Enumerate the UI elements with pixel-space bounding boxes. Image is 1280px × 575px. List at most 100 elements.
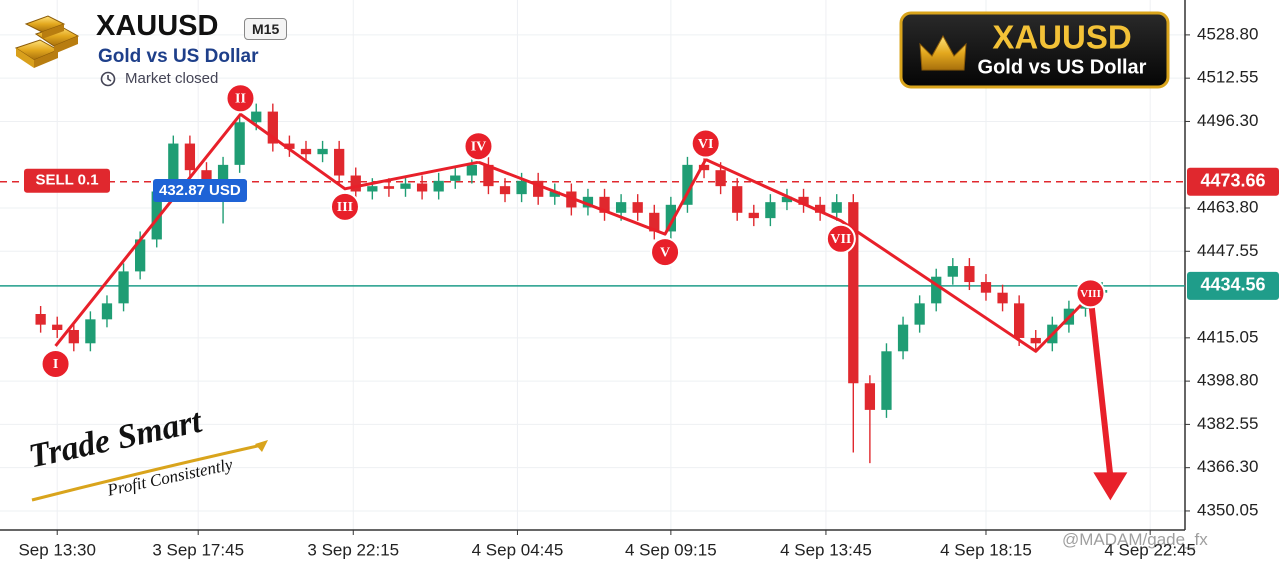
y-tick-label: 4512.55 <box>1197 68 1258 87</box>
y-tick-label: 4528.80 <box>1197 24 1258 43</box>
candle-body <box>997 292 1008 304</box>
candle-body <box>615 202 627 213</box>
wave-marker <box>225 83 256 114</box>
candle-body <box>433 180 444 192</box>
candle-body <box>599 196 610 213</box>
y-tick-label: 4366.30 <box>1197 457 1258 476</box>
candle-body <box>881 351 892 410</box>
candle-body <box>52 324 63 330</box>
candle-body <box>533 180 544 197</box>
candle-body <box>931 276 942 304</box>
candle-body <box>35 314 46 325</box>
candle-body <box>831 202 842 213</box>
target-arrowhead <box>1093 472 1128 501</box>
candle-body <box>317 148 328 155</box>
y-tick-label: 4463.80 <box>1197 197 1258 216</box>
x-tick-label: 4 Sep 09:15 <box>625 540 717 559</box>
y-tick-label: 4398.80 <box>1197 371 1258 390</box>
candle-body <box>334 148 345 176</box>
timeframe: M15 <box>244 18 288 40</box>
wave-marker <box>463 131 494 162</box>
candle-body <box>267 111 278 144</box>
candle-body <box>980 282 992 293</box>
wave-label: VII <box>830 232 851 247</box>
x-tick-label: 3 Sep 22:15 <box>307 540 399 559</box>
candle-body <box>781 196 793 203</box>
candle-body <box>367 186 378 192</box>
x-tick-label: 3 Sep 17:45 <box>152 540 244 559</box>
symbol-badge: XAUUSD Gold vs US Dollar <box>899 11 1170 89</box>
price-tag <box>1187 167 1279 196</box>
candle-body <box>68 329 79 344</box>
candle-body <box>217 164 229 192</box>
candle-body <box>85 319 96 344</box>
status-row: Market closed <box>100 70 218 87</box>
wave-marker <box>329 191 360 222</box>
candle-body <box>649 212 660 232</box>
candle-body <box>499 186 511 195</box>
candle-body <box>765 202 776 219</box>
clock-icon <box>100 71 116 86</box>
candle-body <box>101 303 113 320</box>
wave-line <box>54 112 1092 353</box>
wave-marker <box>650 237 681 268</box>
candle-body <box>947 266 958 277</box>
candle-body <box>814 204 826 213</box>
badge-subtitle: Gold vs US Dollar <box>978 56 1147 78</box>
wave-marker <box>1075 278 1106 309</box>
wave-marker <box>690 128 721 159</box>
candle-body <box>732 186 743 213</box>
x-tick-label: 4 Sep 18:15 <box>940 540 1032 559</box>
candle-body <box>300 148 312 155</box>
candle-body <box>632 202 643 213</box>
y-tick-label: 4496.30 <box>1197 111 1258 130</box>
wave-marker <box>40 348 71 379</box>
level-tag-label: SELL 0.1 <box>35 172 98 189</box>
candle-body <box>864 383 876 410</box>
price-tag <box>1187 271 1279 300</box>
candle-body <box>748 212 759 219</box>
wave-label: IV <box>471 139 487 154</box>
candle-body <box>549 191 560 197</box>
y-tick-label: 4382.55 <box>1197 414 1258 433</box>
wave-label: I <box>53 357 58 372</box>
candle-body <box>284 143 295 149</box>
wave-marker <box>825 223 856 254</box>
price-tag-label: 4473.66 <box>1200 170 1265 190</box>
wave-label: III <box>337 200 353 215</box>
candle-body <box>118 271 129 304</box>
candle-body <box>665 204 677 232</box>
position-label: 432.87 USD <box>153 179 247 202</box>
candle-body <box>848 202 859 384</box>
candle-body <box>466 164 477 176</box>
candle-body <box>582 196 594 208</box>
candle-body <box>914 303 925 325</box>
candle-body <box>964 266 975 283</box>
candle-body <box>168 143 179 192</box>
badge-title: XAUUSD <box>992 19 1131 56</box>
candle-body <box>184 143 196 171</box>
x-tick-label: 4 Sep 22:45 <box>1104 540 1196 559</box>
price-tag-label: 4434.56 <box>1200 275 1265 295</box>
candle-body <box>135 239 146 272</box>
plot: 4528.80 4512.55 4496.30 4463.80 4447.55 4415.… <box>0 0 1279 559</box>
candle-body <box>1014 303 1025 338</box>
candle-body <box>1030 337 1041 344</box>
candle-body <box>350 175 361 192</box>
x-tick-label: 4 Sep 13:45 <box>780 540 872 559</box>
candle-body <box>798 196 809 205</box>
candle-body <box>450 175 461 181</box>
watermark: @MADAM/gade_fx <box>1062 530 1208 549</box>
candle-body <box>234 122 245 165</box>
wave-label: V <box>660 245 670 260</box>
candle-body <box>715 170 726 187</box>
y-tick-label: 4350.05 <box>1197 500 1258 519</box>
wave-label: VI <box>698 137 714 152</box>
candle-body <box>483 164 494 187</box>
wave-label: VIII <box>1080 288 1101 300</box>
candle-body <box>516 180 527 195</box>
target-arrow <box>1087 295 1114 477</box>
candle-body <box>251 111 262 123</box>
